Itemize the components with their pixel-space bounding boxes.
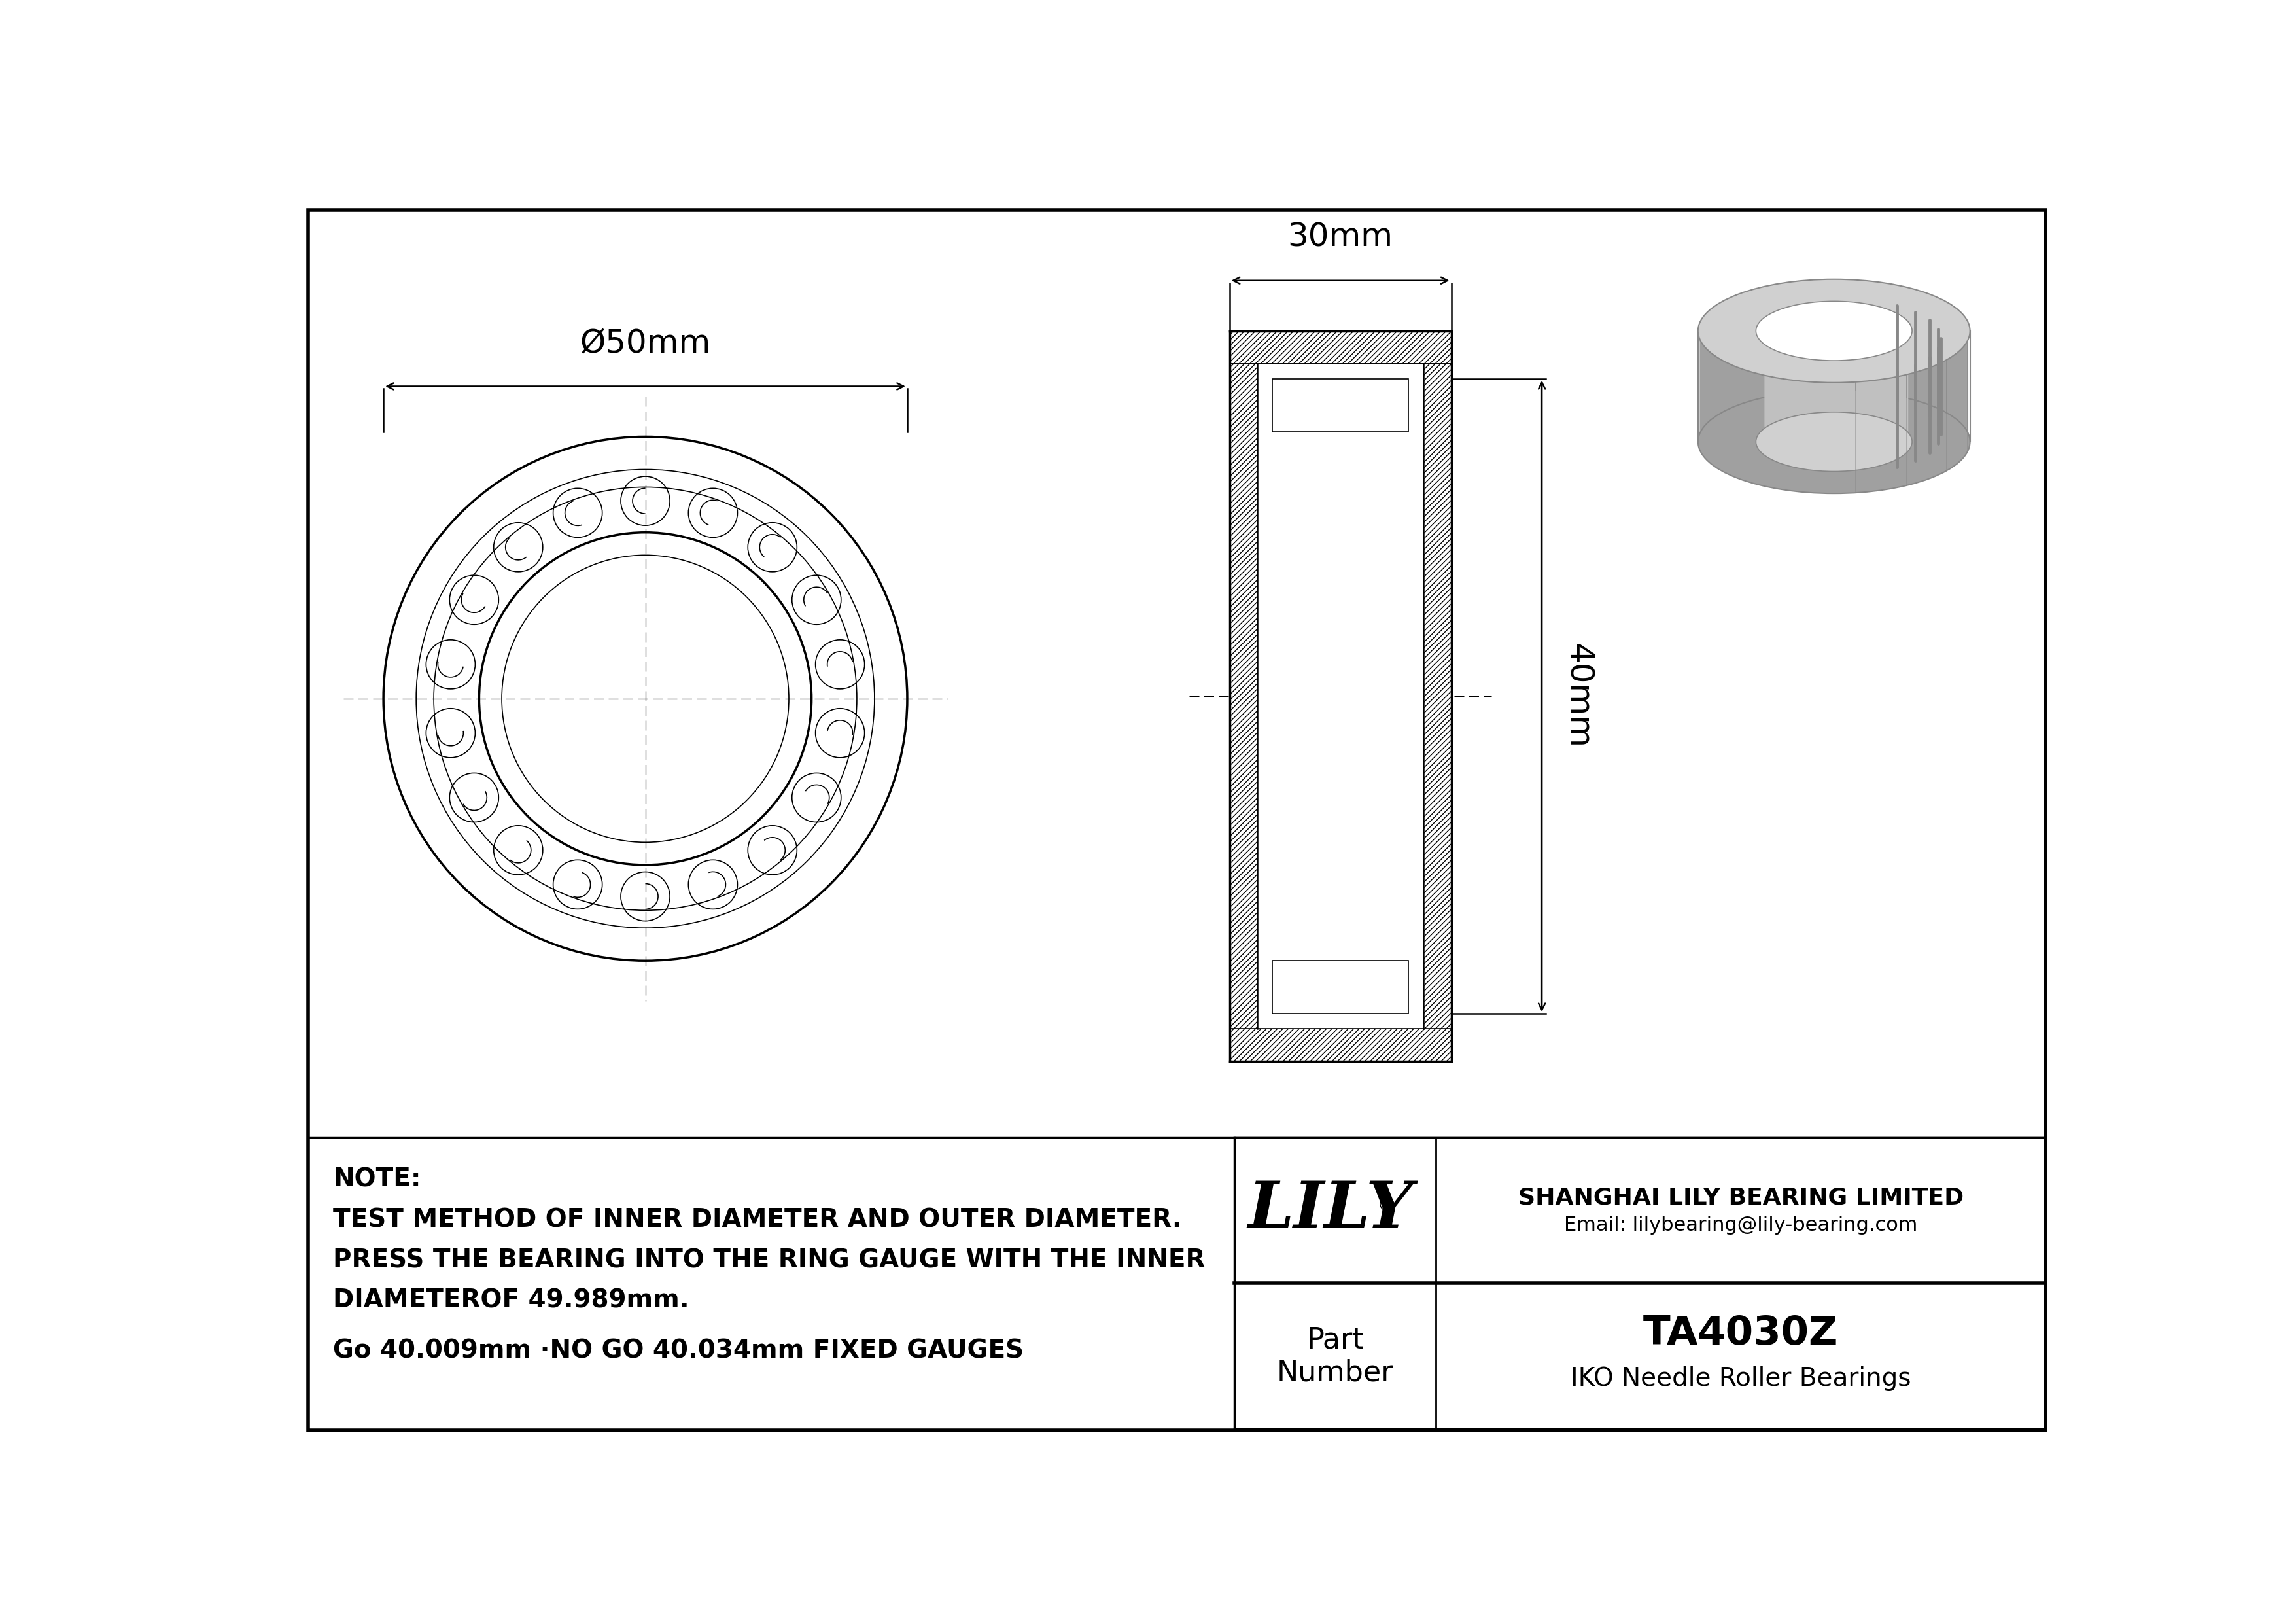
Bar — [1231, 364, 1258, 1028]
Ellipse shape — [1699, 390, 1970, 494]
Bar — [1272, 378, 1407, 432]
Text: Email: lilybearing@lily-bearing.com: Email: lilybearing@lily-bearing.com — [1564, 1216, 1917, 1234]
Ellipse shape — [1756, 300, 1913, 361]
Text: TA4030Z: TA4030Z — [1644, 1314, 1839, 1353]
Text: IKO Needle Roller Bearings: IKO Needle Roller Bearings — [1570, 1366, 1910, 1392]
Ellipse shape — [1756, 412, 1913, 471]
Bar — [1424, 364, 1451, 1028]
Polygon shape — [1763, 339, 1908, 471]
Text: 40mm: 40mm — [1561, 643, 1593, 749]
Text: ®: ® — [1378, 1195, 1396, 1215]
Text: TEST METHOD OF INNER DIAMETER AND OUTER DIAMETER.: TEST METHOD OF INNER DIAMETER AND OUTER … — [333, 1208, 1182, 1233]
Bar — [1231, 331, 1451, 364]
Bar — [1231, 1028, 1451, 1062]
Bar — [1258, 364, 1424, 1028]
Polygon shape — [1699, 339, 1968, 494]
Text: Part
Number: Part Number — [1277, 1325, 1394, 1387]
Text: SHANGHAI LILY BEARING LIMITED: SHANGHAI LILY BEARING LIMITED — [1518, 1187, 1963, 1208]
Bar — [1272, 961, 1407, 1013]
Text: NOTE:: NOTE: — [333, 1168, 420, 1192]
Text: PRESS THE BEARING INTO THE RING GAUGE WITH THE INNER: PRESS THE BEARING INTO THE RING GAUGE WI… — [333, 1247, 1205, 1273]
Text: Ø50mm: Ø50mm — [581, 326, 712, 359]
Ellipse shape — [1699, 279, 1970, 383]
Text: 30mm: 30mm — [1288, 221, 1394, 253]
Text: LILY: LILY — [1247, 1179, 1412, 1242]
Text: Go 40.009mm ·NO GO 40.034mm FIXED GAUGES: Go 40.009mm ·NO GO 40.034mm FIXED GAUGES — [333, 1338, 1024, 1364]
Text: DIAMETEROF 49.989mm.: DIAMETEROF 49.989mm. — [333, 1288, 689, 1314]
